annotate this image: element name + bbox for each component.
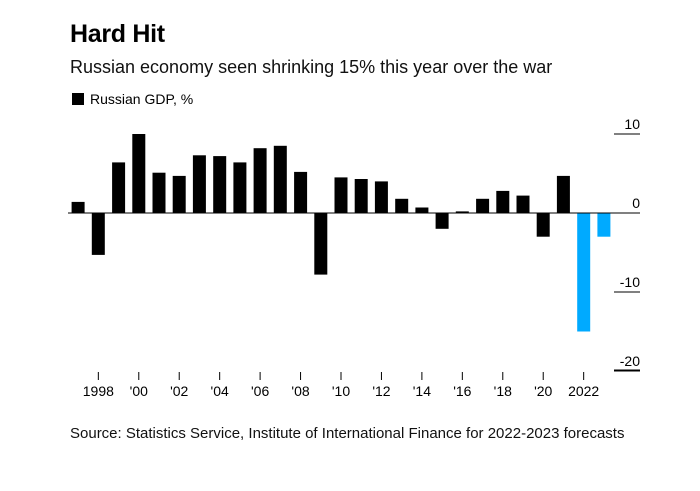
y-tick-label: 10 xyxy=(624,116,640,132)
bar-2021 xyxy=(556,175,570,213)
x-tick-label: '08 xyxy=(291,383,309,399)
bar-2008 xyxy=(294,171,308,213)
bar-1999 xyxy=(112,162,126,213)
legend-label: Russian GDP, % xyxy=(90,91,194,107)
bar-2011 xyxy=(354,179,368,213)
x-tick-label: '12 xyxy=(372,383,390,399)
bar-2019 xyxy=(516,195,530,213)
bar-1998 xyxy=(91,213,105,255)
bar-1997 xyxy=(71,201,85,213)
x-tick-label: '00 xyxy=(130,383,148,399)
legend: Russian GDP, % xyxy=(72,91,193,107)
bar-2016 xyxy=(455,211,469,213)
bar-2004 xyxy=(213,156,227,213)
bar-2007 xyxy=(273,145,287,213)
y-tick-label: -10 xyxy=(620,274,640,290)
bar-2009 xyxy=(314,213,328,275)
bar-2002 xyxy=(172,175,186,213)
x-tick-label: '20 xyxy=(534,383,552,399)
x-tick-label: '14 xyxy=(413,383,431,399)
bar-2012 xyxy=(374,181,388,213)
bar-2014 xyxy=(415,207,429,213)
x-tick-label: 2022 xyxy=(568,383,599,399)
bar-2013 xyxy=(395,198,409,213)
legend-swatch xyxy=(72,93,84,105)
chart-subtitle: Russian economy seen shrinking 15% this … xyxy=(70,57,553,77)
bar-2010 xyxy=(334,177,348,213)
bar-2018 xyxy=(496,190,510,213)
y-tick-label: 0 xyxy=(632,195,640,211)
bar-2017 xyxy=(476,198,490,213)
x-tick-label: '06 xyxy=(251,383,269,399)
y-tick-label: -20 xyxy=(620,353,640,369)
x-tick-label: '04 xyxy=(211,383,229,399)
bar-2020 xyxy=(536,213,550,237)
chart-title: Hard Hit xyxy=(70,20,165,48)
bar-2001 xyxy=(152,172,166,213)
bar-2005 xyxy=(233,162,247,213)
bar-2003 xyxy=(192,155,206,213)
x-tick-label: 1998 xyxy=(83,383,114,399)
bar-2000 xyxy=(132,134,146,213)
bar-2006 xyxy=(253,148,267,213)
bar-2023 xyxy=(597,213,611,237)
source-note: Source: Statistics Service, Institute of… xyxy=(70,425,625,442)
bar-2015 xyxy=(435,213,449,229)
x-tick-label: '02 xyxy=(170,383,188,399)
x-tick-label: '16 xyxy=(453,383,471,399)
x-tick-label: '18 xyxy=(494,383,512,399)
bar-2022 xyxy=(577,213,591,332)
x-tick-label: '10 xyxy=(332,383,350,399)
